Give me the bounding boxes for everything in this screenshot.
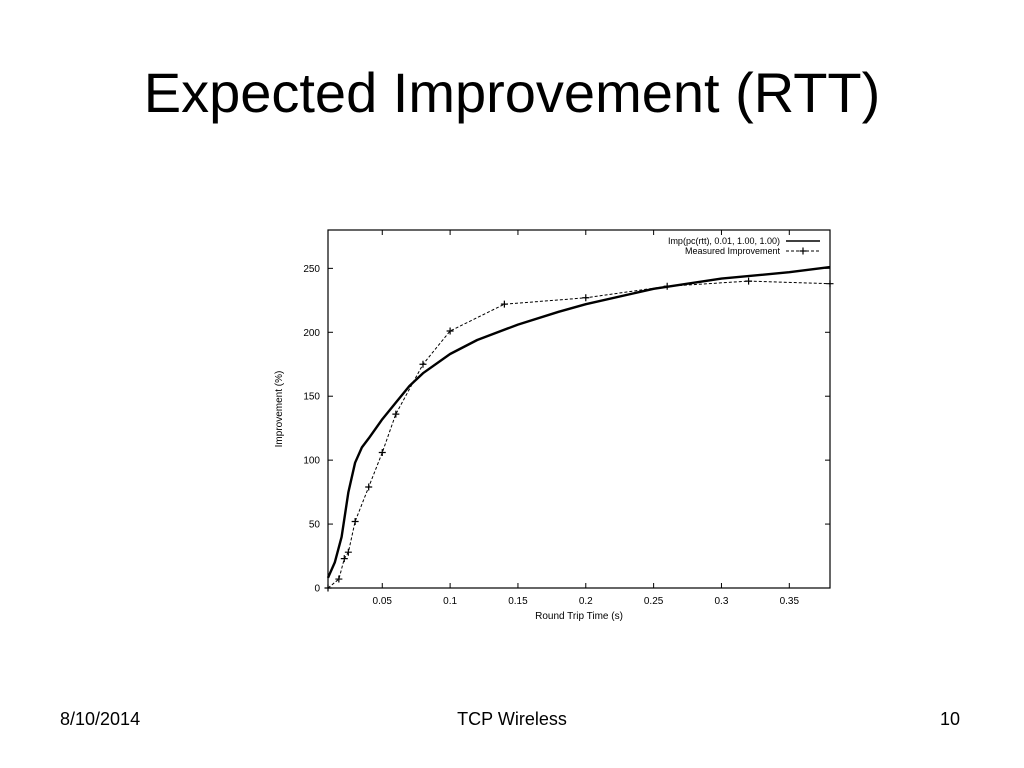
- legend-label: Imp(pc(rtt), 0.01, 1.00, 1.00): [668, 236, 780, 246]
- y-tick-label: 0: [314, 584, 320, 595]
- chart-svg: 0.05 0.1 0.15 0.2 0.25 0.3 0.35 0 50 100 150 200 25…: [274, 229, 834, 622]
- x-axis-ticks: 0.05 0.1 0.15 0.2 0.25 0.3 0.35: [373, 230, 800, 607]
- data-point-marker: [378, 448, 386, 456]
- y-axis-ticks: 0 50 100 150 200 250: [303, 264, 830, 595]
- footer-date: 8/10/2014: [60, 709, 141, 729]
- data-point-marker: [392, 410, 400, 418]
- data-point-marker: [351, 518, 359, 526]
- data-point-marker: [500, 300, 508, 308]
- y-axis-label: Improvement (%): [274, 371, 285, 448]
- data-point-marker: [446, 327, 454, 335]
- x-tick-label: 0.1: [443, 596, 457, 607]
- x-tick-label: 0.2: [579, 596, 593, 607]
- x-tick-label: 0.05: [373, 596, 393, 607]
- data-point-marker: [419, 360, 427, 368]
- x-tick-label: 0.35: [780, 596, 800, 607]
- y-tick-label: 50: [309, 520, 321, 531]
- data-point-marker: [324, 584, 332, 592]
- x-tick-label: 0.3: [715, 596, 729, 607]
- legend: Imp(pc(rtt), 0.01, 1.00, 1.00)Measured I…: [668, 236, 820, 256]
- y-tick-label: 250: [303, 264, 320, 275]
- x-tick-label: 0.25: [644, 596, 664, 607]
- y-tick-label: 200: [303, 328, 320, 339]
- x-axis-label: Round Trip Time (s): [535, 611, 623, 622]
- series-layer: [324, 265, 834, 592]
- data-point-marker: [799, 247, 807, 255]
- data-point-marker: [335, 575, 343, 583]
- data-point-marker: [663, 282, 671, 290]
- data-point-marker: [582, 294, 590, 302]
- data-point-marker: [344, 548, 352, 556]
- y-tick-label: 150: [303, 392, 320, 403]
- chart: 0.05 0.1 0.15 0.2 0.25 0.3 0.35 0 50 100 150 200 25…: [268, 222, 848, 627]
- data-point-marker: [745, 277, 753, 285]
- legend-label: Measured Improvement: [685, 246, 781, 256]
- data-point-marker: [340, 555, 348, 563]
- page-number: 10: [939, 709, 960, 729]
- plot-frame: [327, 229, 831, 589]
- data-point-marker: [826, 280, 834, 288]
- measured-line: [327, 280, 831, 589]
- footer-title: TCP Wireless: [457, 709, 567, 729]
- x-tick-label: 0.15: [508, 596, 528, 607]
- data-point-marker: [365, 483, 373, 491]
- y-tick-label: 100: [303, 456, 320, 467]
- slide-title: Expected Improvement (RTT): [143, 61, 881, 124]
- model-curve-line: [326, 265, 831, 579]
